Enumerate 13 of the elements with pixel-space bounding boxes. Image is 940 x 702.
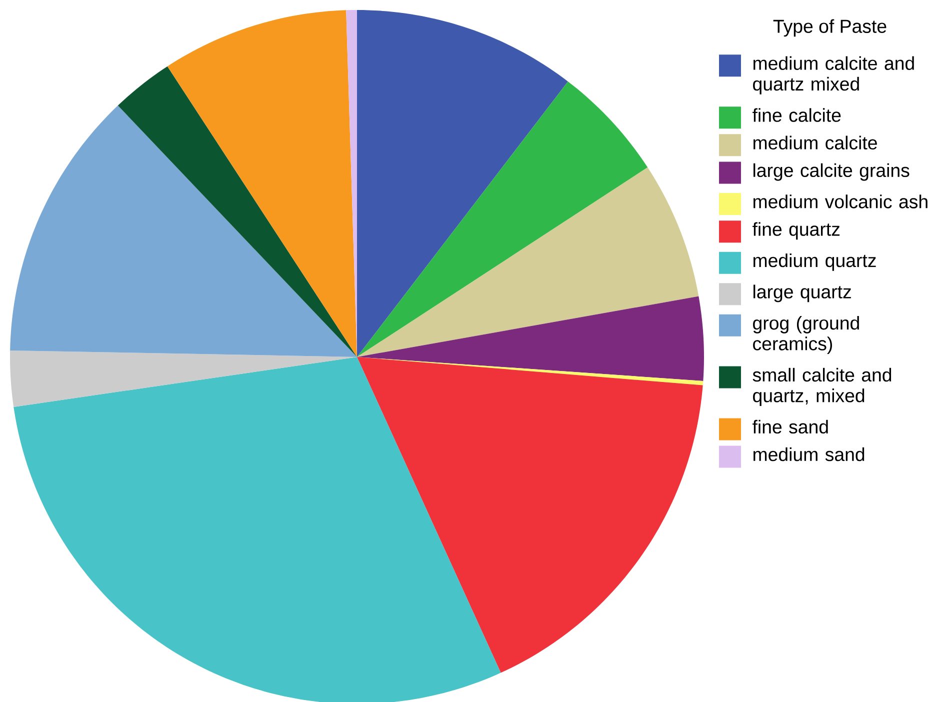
legend-label: medium calcite [754,136,877,150]
legend-label: medium quartz [754,253,876,271]
legend-label: small calcite and quartz, mixed [752,368,892,406]
legend-title: Type of Paste [773,19,886,37]
legend-label: grog (ground ceramics) [753,316,859,354]
legend-label: fine sand [752,420,828,434]
legend-label: medium volcanic ash [754,194,928,208]
legend-label: fine calcite [752,108,841,122]
legend-label: medium sand [754,447,864,462]
legend-label: large calcite grains [754,163,910,181]
legend-label: fine quartz [752,222,840,240]
legend-label: medium calcite and quartz mixed [753,56,914,94]
legend-label: large quartz [754,284,851,302]
